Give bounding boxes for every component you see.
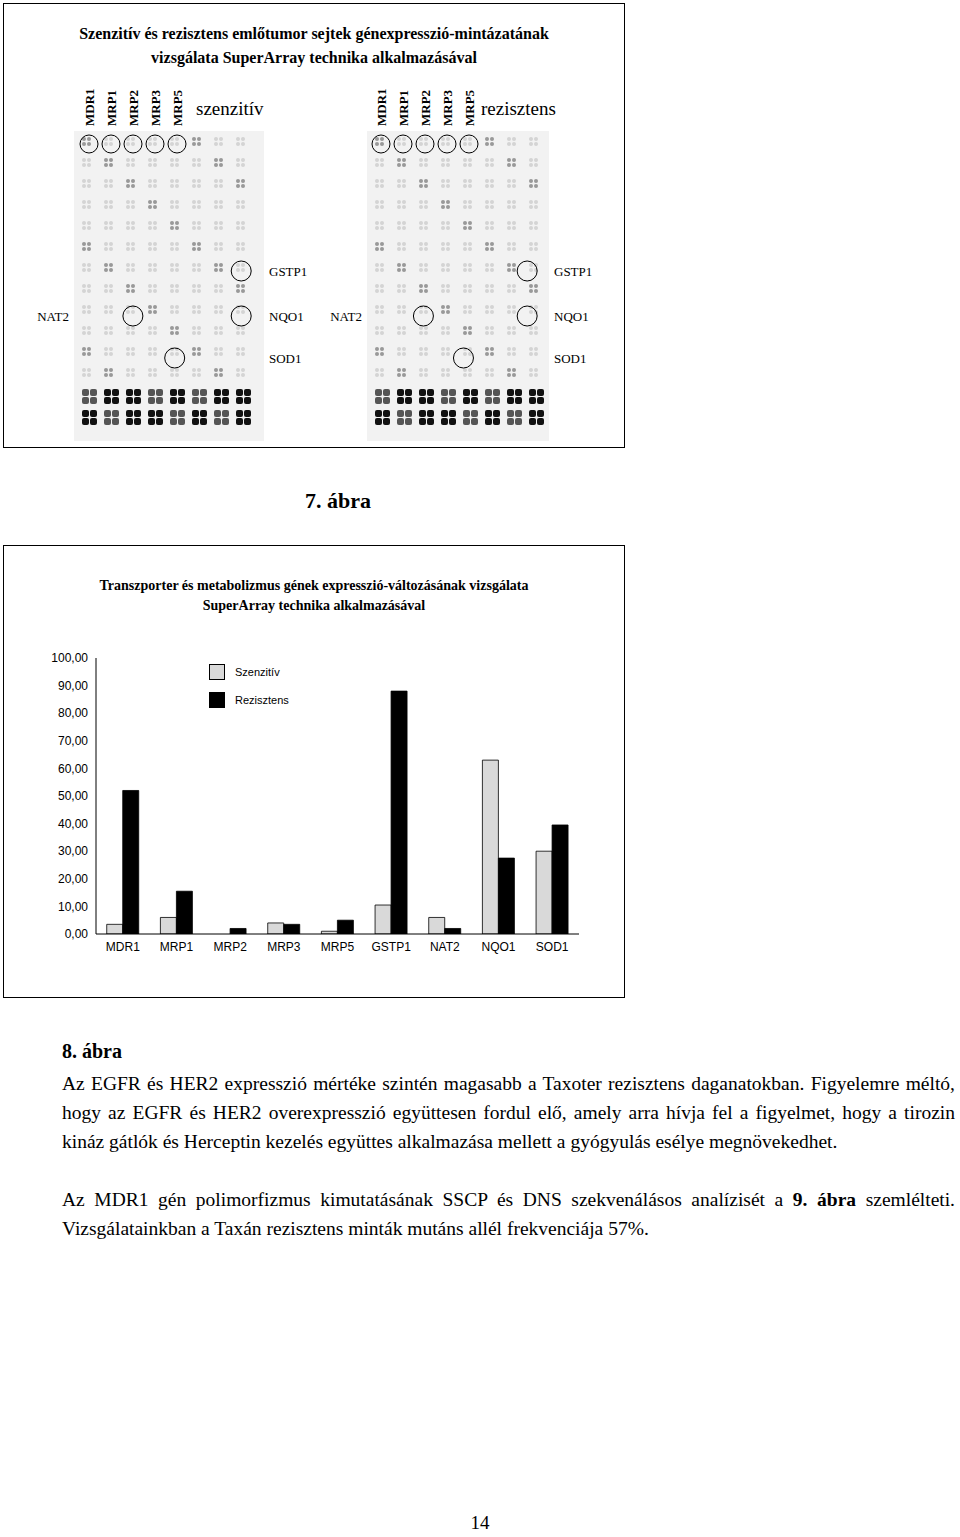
svg-text:0,00: 0,00	[65, 927, 89, 941]
svg-text:NAT2: NAT2	[430, 940, 460, 954]
svg-text:MRP2: MRP2	[213, 940, 247, 954]
svg-text:MRP2: MRP2	[126, 90, 141, 126]
html-text:Rezisztens: Rezisztens	[235, 694, 289, 706]
svg-text:MRP5: MRP5	[321, 940, 355, 954]
svg-text:GSTP1: GSTP1	[269, 264, 307, 279]
svg-text:MRP1: MRP1	[396, 90, 411, 126]
svg-text:100,00: 100,00	[51, 651, 88, 665]
svg-text:MRP5: MRP5	[170, 89, 185, 126]
svg-text:NQO1: NQO1	[481, 940, 515, 954]
svg-text:MRP5: MRP5	[462, 89, 477, 126]
svg-text:MDR1: MDR1	[82, 88, 97, 126]
svg-text:MRP1: MRP1	[160, 940, 194, 954]
html-text:7. ábra: 7. ábra	[305, 488, 371, 513]
svg-text:SOD1: SOD1	[554, 351, 587, 366]
svg-text:MRP3: MRP3	[148, 89, 163, 126]
html-text:14: 14	[470, 1512, 490, 1533]
svg-text:NQO1: NQO1	[554, 309, 589, 324]
svg-text:90,00: 90,00	[58, 679, 88, 693]
svg-text:SOD1: SOD1	[536, 940, 569, 954]
html-text:SuperArray technika alkalmazás: SuperArray technika alkalmazásával	[202, 598, 426, 613]
svg-text:SOD1: SOD1	[269, 351, 302, 366]
svg-text:60,00: 60,00	[58, 762, 88, 776]
html-text:Az MDR1 gén polimorfizmus kimu: Az MDR1 gén polimorfizmus kimutatásának …	[62, 1189, 955, 1239]
svg-text:80,00: 80,00	[58, 706, 88, 720]
svg-text:GSTP1: GSTP1	[554, 264, 592, 279]
svg-text:rezisztens: rezisztens	[481, 98, 556, 119]
svg-text:10,00: 10,00	[58, 900, 88, 914]
svg-text:MRP3: MRP3	[440, 89, 455, 126]
svg-text:50,00: 50,00	[58, 789, 88, 803]
html-text:vizsgálata SuperArray technika: vizsgálata SuperArray technika alkalmazá…	[151, 49, 477, 66]
svg-text:szenzitív: szenzitív	[196, 98, 264, 119]
svg-text:NAT2: NAT2	[330, 309, 362, 324]
html-text:Transzporter és metabolizmus g: Transzporter és metabolizmus gének expre…	[99, 578, 529, 593]
svg-text:GSTP1: GSTP1	[371, 940, 411, 954]
svg-text:MDR1: MDR1	[374, 88, 389, 126]
svg-text:30,00: 30,00	[58, 844, 88, 858]
svg-text:NQO1: NQO1	[269, 309, 304, 324]
svg-text:40,00: 40,00	[58, 817, 88, 831]
svg-text:MRP1: MRP1	[104, 90, 119, 126]
html-text:8. ábra: 8. ábra	[62, 1040, 122, 1062]
svg-text:MRP2: MRP2	[418, 90, 433, 126]
html-text:Szenzitív és rezisztens emlőtu: Szenzitív és rezisztens emlőtumor sejtek…	[79, 25, 549, 42]
svg-text:70,00: 70,00	[58, 734, 88, 748]
svg-text:20,00: 20,00	[58, 872, 88, 886]
svg-text:MDR1: MDR1	[106, 940, 140, 954]
html-text:Az EGFR és HER2 expresszió mér: Az EGFR és HER2 expresszió mértéke szint…	[62, 1073, 955, 1152]
svg-text:NAT2: NAT2	[37, 309, 69, 324]
html-text:Szenzitív: Szenzitív	[235, 666, 280, 678]
svg-text:MRP3: MRP3	[267, 940, 301, 954]
